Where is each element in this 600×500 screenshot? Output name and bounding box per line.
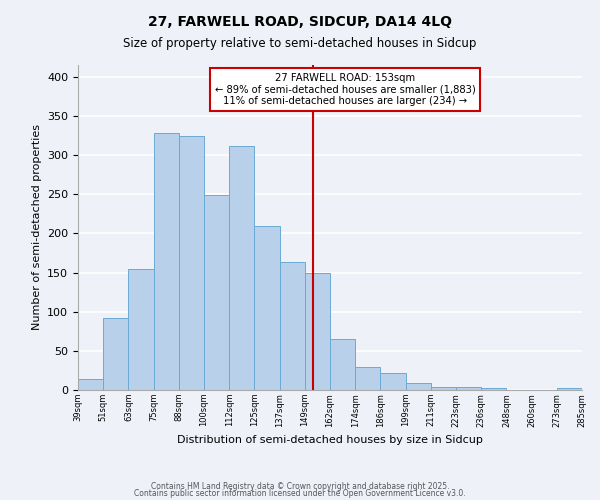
Y-axis label: Number of semi-detached properties: Number of semi-detached properties	[32, 124, 41, 330]
Bar	[179, 136, 204, 390]
Bar	[204, 195, 229, 390]
Text: Contains HM Land Registry data © Crown copyright and database right 2025.: Contains HM Land Registry data © Crown c…	[151, 482, 449, 491]
Bar	[406, 383, 431, 390]
Bar	[280, 262, 305, 390]
Bar	[305, 272, 330, 390]
Bar	[128, 268, 154, 390]
Bar	[154, 133, 179, 390]
Text: Size of property relative to semi-detached houses in Sidcup: Size of property relative to semi-detach…	[124, 38, 476, 51]
Bar	[456, 387, 481, 390]
Bar	[330, 339, 355, 390]
Bar	[103, 318, 128, 390]
Bar	[481, 388, 506, 390]
Bar	[229, 146, 254, 390]
Bar	[431, 387, 456, 390]
Text: 27 FARWELL ROAD: 153sqm
← 89% of semi-detached houses are smaller (1,883)
11% of: 27 FARWELL ROAD: 153sqm ← 89% of semi-de…	[215, 73, 475, 106]
X-axis label: Distribution of semi-detached houses by size in Sidcup: Distribution of semi-detached houses by …	[177, 435, 483, 445]
Bar	[557, 388, 582, 390]
Bar	[78, 379, 103, 390]
Bar	[254, 226, 280, 390]
Bar	[355, 366, 380, 390]
Bar	[380, 373, 406, 390]
Text: Contains public sector information licensed under the Open Government Licence v3: Contains public sector information licen…	[134, 489, 466, 498]
Text: 27, FARWELL ROAD, SIDCUP, DA14 4LQ: 27, FARWELL ROAD, SIDCUP, DA14 4LQ	[148, 15, 452, 29]
